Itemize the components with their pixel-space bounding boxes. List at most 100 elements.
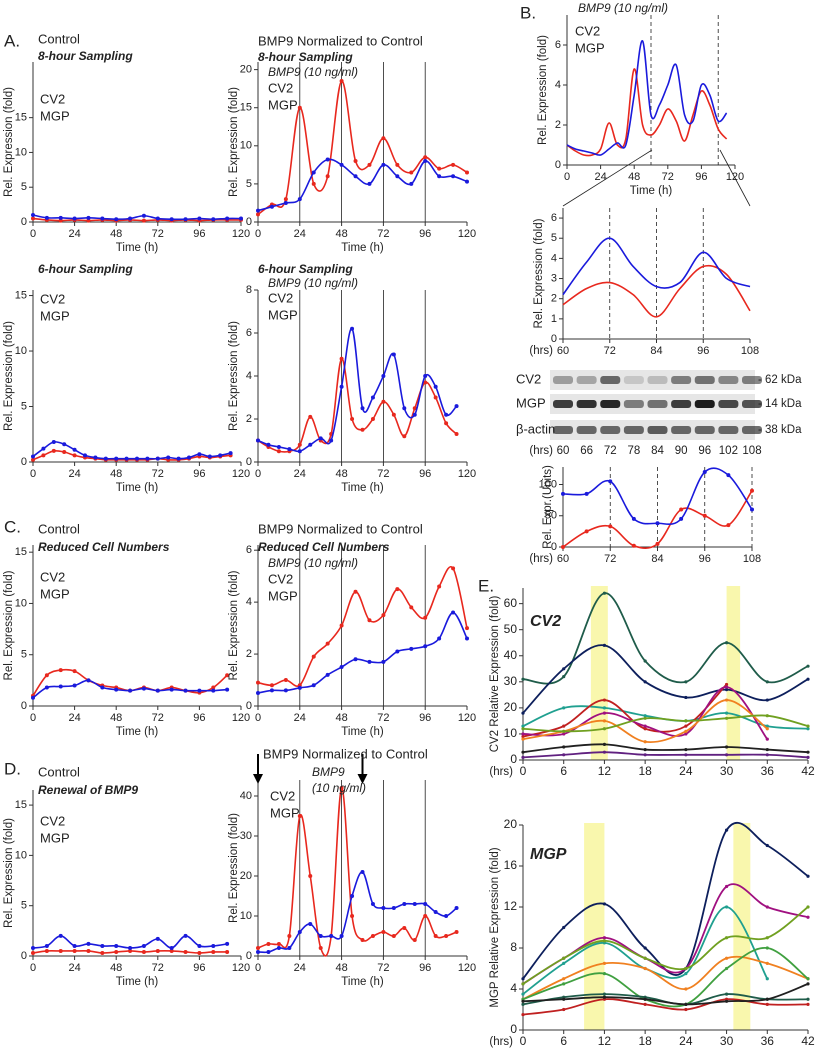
data-point (561, 545, 565, 549)
chart-title: BMP9 Normalized to Control (263, 746, 428, 761)
data-point (561, 491, 565, 496)
y-tick-label: 0 (551, 333, 557, 345)
y-axis-label: Rel. Expression (fold) (3, 818, 15, 928)
data-point (391, 352, 396, 357)
data-point (451, 174, 456, 179)
annotation: MGP (530, 846, 567, 863)
x-tick-label: 24 (68, 962, 80, 974)
data-point (724, 905, 729, 909)
data-point (444, 934, 449, 938)
data-point (62, 442, 67, 447)
blot-band (647, 376, 668, 384)
data-point (684, 966, 688, 971)
data-point (197, 688, 202, 693)
data-point (750, 507, 754, 512)
data-point (643, 956, 647, 960)
x-tick-label: 0 (520, 1034, 527, 1048)
chart-subtitle: 8-hour Sampling (258, 50, 353, 64)
x-tick-label: 108 (741, 345, 759, 357)
data-point (381, 162, 386, 167)
data-point (684, 732, 688, 736)
data-point (256, 438, 260, 443)
data-point (207, 454, 212, 459)
x-tick-label: 120 (726, 171, 744, 183)
data-point (86, 678, 91, 683)
series-line (522, 883, 809, 985)
data-point (381, 613, 386, 618)
data-point (72, 447, 77, 452)
data-point (423, 914, 428, 918)
data-point (395, 649, 400, 654)
zoom-connector (562, 149, 653, 207)
data-point (724, 716, 729, 720)
data-point (409, 181, 414, 186)
series-line (522, 592, 809, 685)
data-point (643, 716, 647, 720)
y-tick-label: 0 (21, 950, 27, 962)
x-tick-label: 72 (604, 553, 616, 565)
data-point (521, 750, 525, 754)
data-point (325, 641, 330, 646)
y-tick-label: 20 (240, 64, 252, 76)
data-point (283, 688, 288, 693)
y-tick-label: 6 (551, 212, 557, 224)
data-point (169, 217, 174, 222)
data-point (655, 541, 660, 546)
x-tick-label: 0 (255, 712, 261, 724)
highlight-band (733, 823, 751, 1030)
y-tick-label: 0 (510, 1022, 517, 1036)
x-tick-label: 96 (419, 228, 431, 240)
data-point (806, 982, 810, 986)
data-point (433, 934, 438, 938)
y-tick-label: 4 (551, 252, 557, 264)
x-tick-label: 72 (662, 171, 674, 183)
data-point (602, 719, 607, 723)
y-tick-label: 5 (551, 232, 557, 244)
data-point (256, 950, 260, 954)
y-tick-label: 20 (504, 817, 518, 831)
data-point (521, 982, 525, 986)
data-point (454, 906, 459, 910)
data-point (225, 687, 230, 692)
x-tick-label: 0 (30, 228, 36, 240)
y-tick-label: 0 (555, 159, 561, 171)
data-point (339, 384, 344, 389)
y-tick-label: 2 (246, 413, 252, 425)
legend-entry: MGP (575, 40, 605, 55)
data-point (521, 992, 525, 996)
data-point (765, 714, 769, 718)
series-line (257, 327, 458, 453)
y-tick-label: 10 (15, 146, 27, 158)
blot-band (671, 426, 692, 434)
data-point (684, 729, 688, 733)
series-line (522, 822, 809, 980)
data-point (643, 680, 647, 684)
chart-subtitle: Reduced Cell Numbers (258, 540, 390, 554)
y-tick-label: 20 (504, 700, 518, 714)
data-point (114, 217, 119, 222)
x-tick-label: 12 (598, 764, 612, 778)
blot-band (553, 426, 573, 434)
data-point (765, 724, 769, 728)
treatment-arrow (357, 754, 368, 784)
data-point (128, 945, 133, 950)
series-line (32, 217, 241, 222)
legend-entry: CV2 (268, 80, 293, 95)
x-tick-label: 72 (152, 228, 164, 240)
y-tick-label: 0 (21, 216, 27, 228)
y-axis-label: Rel. Expression (fold) (228, 87, 240, 197)
panel-label: D. (4, 759, 21, 778)
data-point (269, 204, 274, 209)
data-point (381, 930, 386, 934)
data-point (58, 684, 63, 689)
data-point (602, 643, 607, 647)
data-point (197, 943, 202, 948)
y-tick-label: 4 (555, 79, 561, 91)
y-tick-label: 6 (246, 544, 252, 556)
data-point (41, 446, 46, 451)
legend-entry: MGP (40, 586, 70, 601)
data-point (765, 737, 769, 741)
data-point (44, 685, 49, 690)
series-line (522, 947, 809, 1008)
legend-entry: MGP (270, 805, 300, 820)
